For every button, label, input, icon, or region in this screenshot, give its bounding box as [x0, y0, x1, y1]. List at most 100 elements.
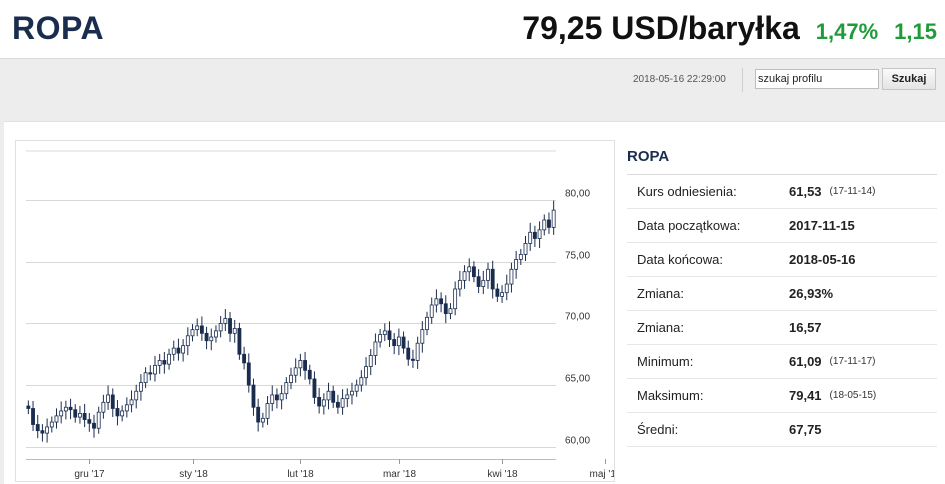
candle-body	[387, 330, 392, 340]
candle	[49, 416, 54, 433]
candle-body	[321, 399, 326, 407]
candle-body	[181, 345, 186, 354]
info-row-date: (17-11-14)	[829, 186, 876, 197]
candle-body	[101, 401, 106, 413]
candle-body	[350, 390, 354, 396]
x-tick-label: maj '18	[590, 469, 614, 480]
candle-body	[345, 394, 350, 400]
candle-body	[457, 279, 462, 290]
x-tick-label: gru '17	[74, 469, 105, 480]
quote-summary: 79,25 USD/baryłka 1,47% 1,15	[522, 10, 937, 47]
candle	[415, 336, 420, 369]
candle	[148, 365, 153, 381]
candle	[124, 397, 129, 418]
y-tick-label: 65,00	[565, 374, 590, 385]
candle	[209, 328, 214, 351]
candle	[45, 418, 50, 443]
candle	[326, 382, 331, 410]
candle-body	[532, 231, 537, 239]
candle	[298, 353, 303, 377]
x-tick-label: mar '18	[383, 469, 416, 480]
candle-body	[171, 347, 176, 355]
candle	[373, 333, 378, 365]
candle-body	[504, 283, 509, 294]
info-row: Średni: 67,75	[627, 413, 937, 447]
candle-body	[378, 334, 383, 343]
candle	[190, 324, 195, 342]
candle	[204, 326, 209, 350]
candle	[303, 351, 307, 380]
candle-body	[448, 308, 453, 315]
candle-body	[143, 372, 148, 384]
info-row-label: Zmiana:	[637, 286, 684, 301]
candle-body	[204, 332, 209, 342]
profile-search-input[interactable]	[755, 69, 879, 89]
candle	[439, 292, 444, 313]
candle-body	[256, 406, 261, 423]
candle-body	[471, 266, 476, 278]
candle-body	[260, 417, 265, 423]
candle	[134, 384, 139, 409]
candle-body	[340, 398, 345, 408]
candle-body	[195, 325, 200, 331]
candle-body	[303, 360, 307, 371]
candle	[420, 321, 425, 353]
candle	[490, 260, 495, 299]
candle	[68, 398, 73, 420]
candle	[162, 351, 167, 374]
search-button[interactable]: Szukaj	[882, 68, 936, 90]
candle	[26, 400, 31, 415]
toolbar-divider	[742, 68, 743, 92]
candle	[434, 289, 439, 313]
info-row-label: Minimum:	[637, 354, 694, 369]
candle	[331, 385, 336, 408]
candle-body	[364, 366, 368, 379]
candle	[504, 274, 509, 301]
candle-body	[481, 279, 486, 287]
candle-body	[279, 393, 284, 401]
candle-body	[134, 390, 139, 401]
instrument-info: ROPA Kurs odniesienia: 61,53 (17-11-14) Dat…	[627, 142, 937, 447]
candle-body	[162, 360, 167, 365]
candle-body	[110, 394, 115, 409]
candle-body	[153, 364, 157, 375]
candle	[528, 222, 533, 251]
candle-body	[167, 353, 171, 365]
candle-body	[326, 390, 331, 401]
candle	[242, 346, 247, 370]
candle	[289, 367, 293, 390]
candle	[368, 348, 373, 376]
candle	[500, 285, 504, 303]
candle	[317, 387, 322, 414]
candle-body	[382, 330, 387, 335]
candle	[443, 295, 448, 324]
candle-body	[209, 336, 214, 342]
x-tick-label: kwi '18	[487, 469, 518, 480]
candle-body	[265, 403, 270, 419]
candle-body	[157, 360, 162, 366]
candle-body	[467, 266, 472, 273]
y-tick-label: 70,00	[565, 312, 590, 323]
candle-body	[537, 229, 542, 239]
candle	[359, 370, 364, 392]
candle	[509, 262, 514, 293]
info-row: Zmiana: 26,93%	[627, 277, 937, 311]
candle-body	[92, 422, 96, 429]
candle-body	[73, 409, 78, 418]
candle-body	[138, 382, 143, 392]
candle	[101, 394, 106, 419]
candle	[120, 405, 125, 422]
candle-body	[490, 268, 495, 290]
candle	[307, 364, 312, 385]
candle	[35, 415, 40, 439]
candle	[143, 367, 148, 389]
candle	[246, 353, 251, 393]
candle	[378, 329, 383, 348]
candle-body	[406, 347, 411, 360]
candle-body	[354, 384, 359, 392]
candle-body	[59, 410, 64, 417]
candle-body	[396, 336, 401, 347]
info-row-value: 2018-05-16	[789, 252, 856, 267]
candle	[129, 390, 134, 413]
x-tick-label: lut '18	[287, 469, 314, 480]
